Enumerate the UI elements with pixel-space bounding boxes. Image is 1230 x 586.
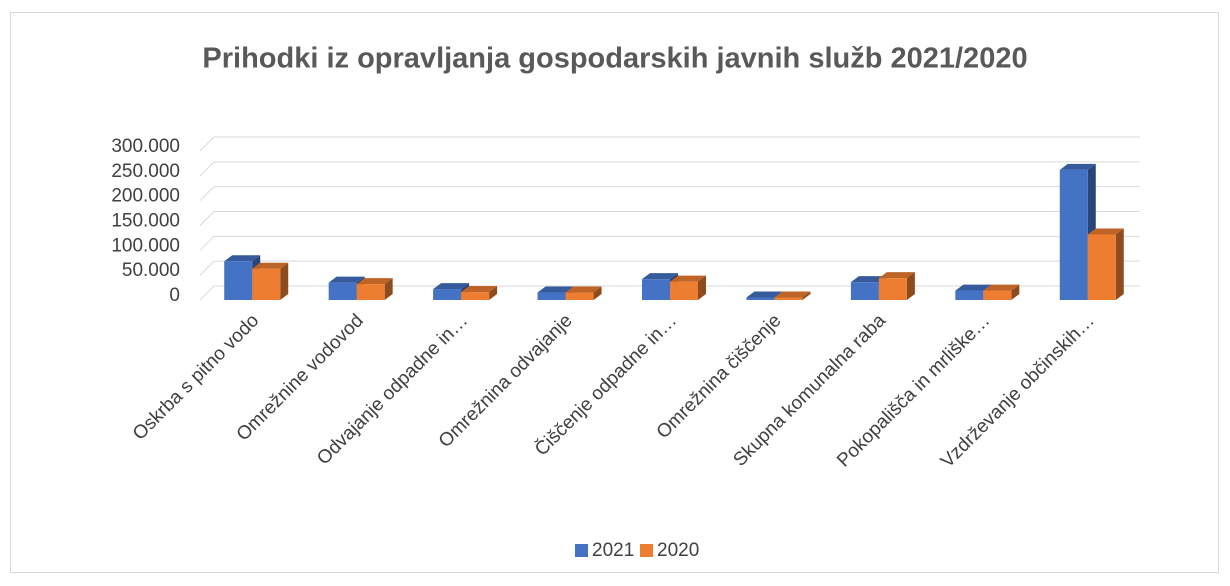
bar-top: [433, 283, 470, 290]
bar: [670, 281, 698, 300]
bar-top: [955, 284, 992, 291]
bar-top: [537, 286, 574, 293]
bar-side: [593, 286, 602, 300]
bar: [878, 278, 907, 300]
bar-top: [356, 278, 393, 285]
bar-side: [906, 272, 915, 300]
bar-top: [642, 273, 678, 280]
y-tick-label: 150.000: [111, 211, 180, 232]
bar-top: [878, 272, 915, 279]
bar-top: [565, 286, 602, 293]
bar-top: [252, 262, 289, 269]
bar-top: [1059, 163, 1096, 170]
bar-side: [489, 286, 498, 300]
grid-line: [199, 186, 1140, 202]
bar-top: [746, 291, 783, 298]
bar: [252, 268, 281, 300]
bar-side: [1011, 284, 1020, 300]
bar: [774, 297, 803, 300]
bar: [328, 282, 357, 300]
y-tick-label: 100.000: [111, 235, 180, 256]
bar-side: [280, 262, 289, 300]
bar-top: [850, 276, 887, 283]
bar-top: [1087, 228, 1124, 235]
bar: [356, 284, 385, 300]
grid-line: [199, 161, 1140, 177]
bar-side: [802, 291, 811, 300]
bar-top: [461, 286, 498, 293]
legend-swatch: [640, 544, 653, 557]
bar: [1087, 234, 1116, 300]
bar-side: [384, 278, 393, 300]
legend-swatch: [575, 544, 588, 557]
chart-border: [10, 12, 1219, 573]
chart-title: Prihodki iz opravljanja gospodarskih jav…: [202, 43, 1027, 75]
y-tick-label: 300.000: [111, 136, 180, 157]
bar-top: [328, 276, 365, 283]
bar: [537, 292, 566, 300]
grid-line: [199, 260, 1140, 276]
bar: [983, 290, 1012, 300]
bar: [1059, 169, 1088, 300]
bar: [850, 282, 879, 300]
y-tick-label: 200.000: [111, 186, 180, 207]
bar: [565, 292, 594, 300]
bar: [642, 279, 670, 300]
bar: [746, 297, 775, 300]
grid-line: [199, 285, 1140, 301]
legend-label: 2021: [592, 540, 634, 561]
y-tick-label: 250.000: [111, 161, 180, 182]
grid-line: [199, 235, 1140, 251]
bar-top: [224, 255, 261, 262]
bar-top: [983, 284, 1020, 291]
bar: [461, 292, 490, 300]
bar: [224, 261, 253, 300]
y-tick-label: 50.000: [122, 260, 180, 281]
grid-line: [199, 211, 1140, 226]
y-tick-label: 0: [169, 285, 180, 306]
legend-label: 2020: [657, 540, 699, 561]
bar-top: [670, 275, 706, 282]
bar: [955, 290, 984, 300]
bar-side: [698, 275, 706, 300]
bar: [433, 289, 462, 300]
grid-line: [199, 136, 1140, 152]
bar-side: [1115, 228, 1124, 300]
bar-top: [774, 291, 811, 298]
